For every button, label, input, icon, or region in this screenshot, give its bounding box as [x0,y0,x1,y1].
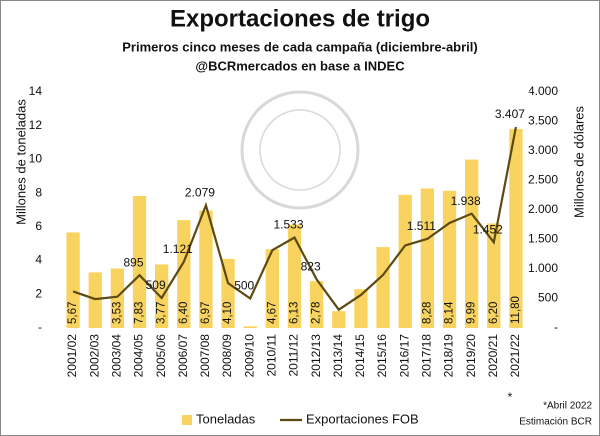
x-tick-label: 2002/03 [87,334,101,378]
y-tick-label: 2 [35,286,42,300]
x-tick-label: 2016/17 [397,334,411,378]
y2-tick-label: - [554,320,558,334]
bar-value-label: 6,13 [289,302,301,324]
line-value-label: 823 [301,260,321,274]
x-tick-label: 2013/14 [331,334,345,378]
x-tick-label: 2014/15 [353,334,367,378]
chart-subtitle: @BCRmercados en base a INDEC [195,58,405,73]
bar [332,311,346,328]
bar-value-label: 3,77 [156,302,168,324]
bar-value-label: 8,28 [421,302,433,324]
line-value-label: 895 [123,255,143,269]
legend-label: Exportaciones FOB [306,411,419,426]
x-tick-label: 2007/08 [198,334,212,378]
y-tick-label: - [38,320,42,334]
line-value-label: 1.121 [163,242,193,256]
bar [110,268,124,328]
bar [398,194,412,328]
bar-value-label: 8,14 [444,301,456,324]
bar [221,258,235,328]
line-value-label: 2.079 [185,186,215,200]
x-tick-label: 2019/20 [464,334,478,378]
bar-value-label: 4,67 [266,302,278,324]
x-tick-label: 2008/09 [220,334,234,378]
x-tick-label: 2020/21 [486,334,500,378]
x-tick-label: 2011/12 [287,334,301,377]
x-tick-label: 2017/18 [420,334,434,378]
bar-value-label: 5,67 [67,302,79,324]
x-tick-label: 2004/05 [132,334,146,378]
bar [243,326,257,328]
bar [420,188,434,328]
y2-tick-label: 500 [538,291,558,305]
x-tick-label: 2001/02 [65,334,79,378]
footnote: *Abril 2022 [543,401,592,412]
footnote: Estimación BCR [519,417,592,428]
y2-axis-label: Millones de dólares [571,106,586,219]
bar [199,210,213,328]
y2-tick-label: 2.500 [528,173,558,187]
bar [465,159,479,328]
bar-value-label: 11,80 [510,296,522,324]
bar-value-label: 2,78 [311,302,323,324]
x-tick-label: 2012/13 [309,334,323,378]
x-tick-label: 2006/07 [176,334,190,378]
chart-title: Exportaciones de trigo [170,5,430,32]
y-tick-label: 14 [29,84,43,98]
line-value-label: 1.938 [451,194,481,208]
y2-tick-label: 1.000 [528,261,558,275]
legend-label: Toneladas [196,411,256,426]
y-tick-label: 6 [35,219,42,233]
bar-value-label: 6,20 [488,302,500,324]
line-value-label: 1.511 [407,219,436,233]
bar-value-label: 7,83 [134,302,146,324]
watermark [259,109,341,191]
bar [66,232,80,328]
line-value-label: 500 [234,279,254,293]
y-axis-label: Millones de toneladas [13,99,28,225]
x-tick-label: 2018/19 [442,334,456,378]
x-tick-label: 2003/04 [110,334,124,378]
bar-value-label: 4,10 [222,302,234,324]
annotation: * [508,390,513,404]
bar [132,196,147,328]
y2-tick-label: 2.000 [528,202,558,216]
y2-tick-label: 3.500 [528,114,558,128]
y-tick-label: 12 [29,118,43,132]
y-tick-label: 10 [29,152,43,166]
bar [376,247,390,328]
line [72,126,518,312]
y2-tick-label: 4.000 [528,84,558,98]
line-value-label: 1.533 [273,218,303,232]
bar [177,220,191,328]
bar [509,129,523,328]
bar-value-label: 3,53 [111,302,123,324]
x-tick-label: 2015/16 [375,334,389,378]
bar-value-label: 9,99 [466,302,478,324]
x-tick-label: 2009/10 [242,334,256,378]
y2-tick-label: 3.000 [528,143,558,157]
y-tick-label: 8 [35,185,42,199]
chart-subtitle: Primeros cinco meses de cada campaña (di… [122,39,477,54]
line-value-label: 3.407 [495,107,525,121]
line-value-label: 1.452 [473,223,503,237]
bar [265,249,279,328]
bar [487,223,501,328]
bar [310,281,324,328]
bar-value-label: 6,97 [200,302,212,324]
bar [354,289,368,328]
watermark [240,90,360,210]
x-tick-label: 2021/22 [508,334,522,378]
x-tick-label: 2005/06 [154,334,168,378]
y-tick-label: 4 [35,253,42,267]
y2-tick-label: 1.500 [528,232,558,246]
legend-swatch [182,415,192,425]
line-value-label: 509 [146,278,166,292]
x-tick-label: 2010/11 [265,334,279,377]
bar [287,224,302,328]
bar-value-label: 6,40 [178,302,190,324]
